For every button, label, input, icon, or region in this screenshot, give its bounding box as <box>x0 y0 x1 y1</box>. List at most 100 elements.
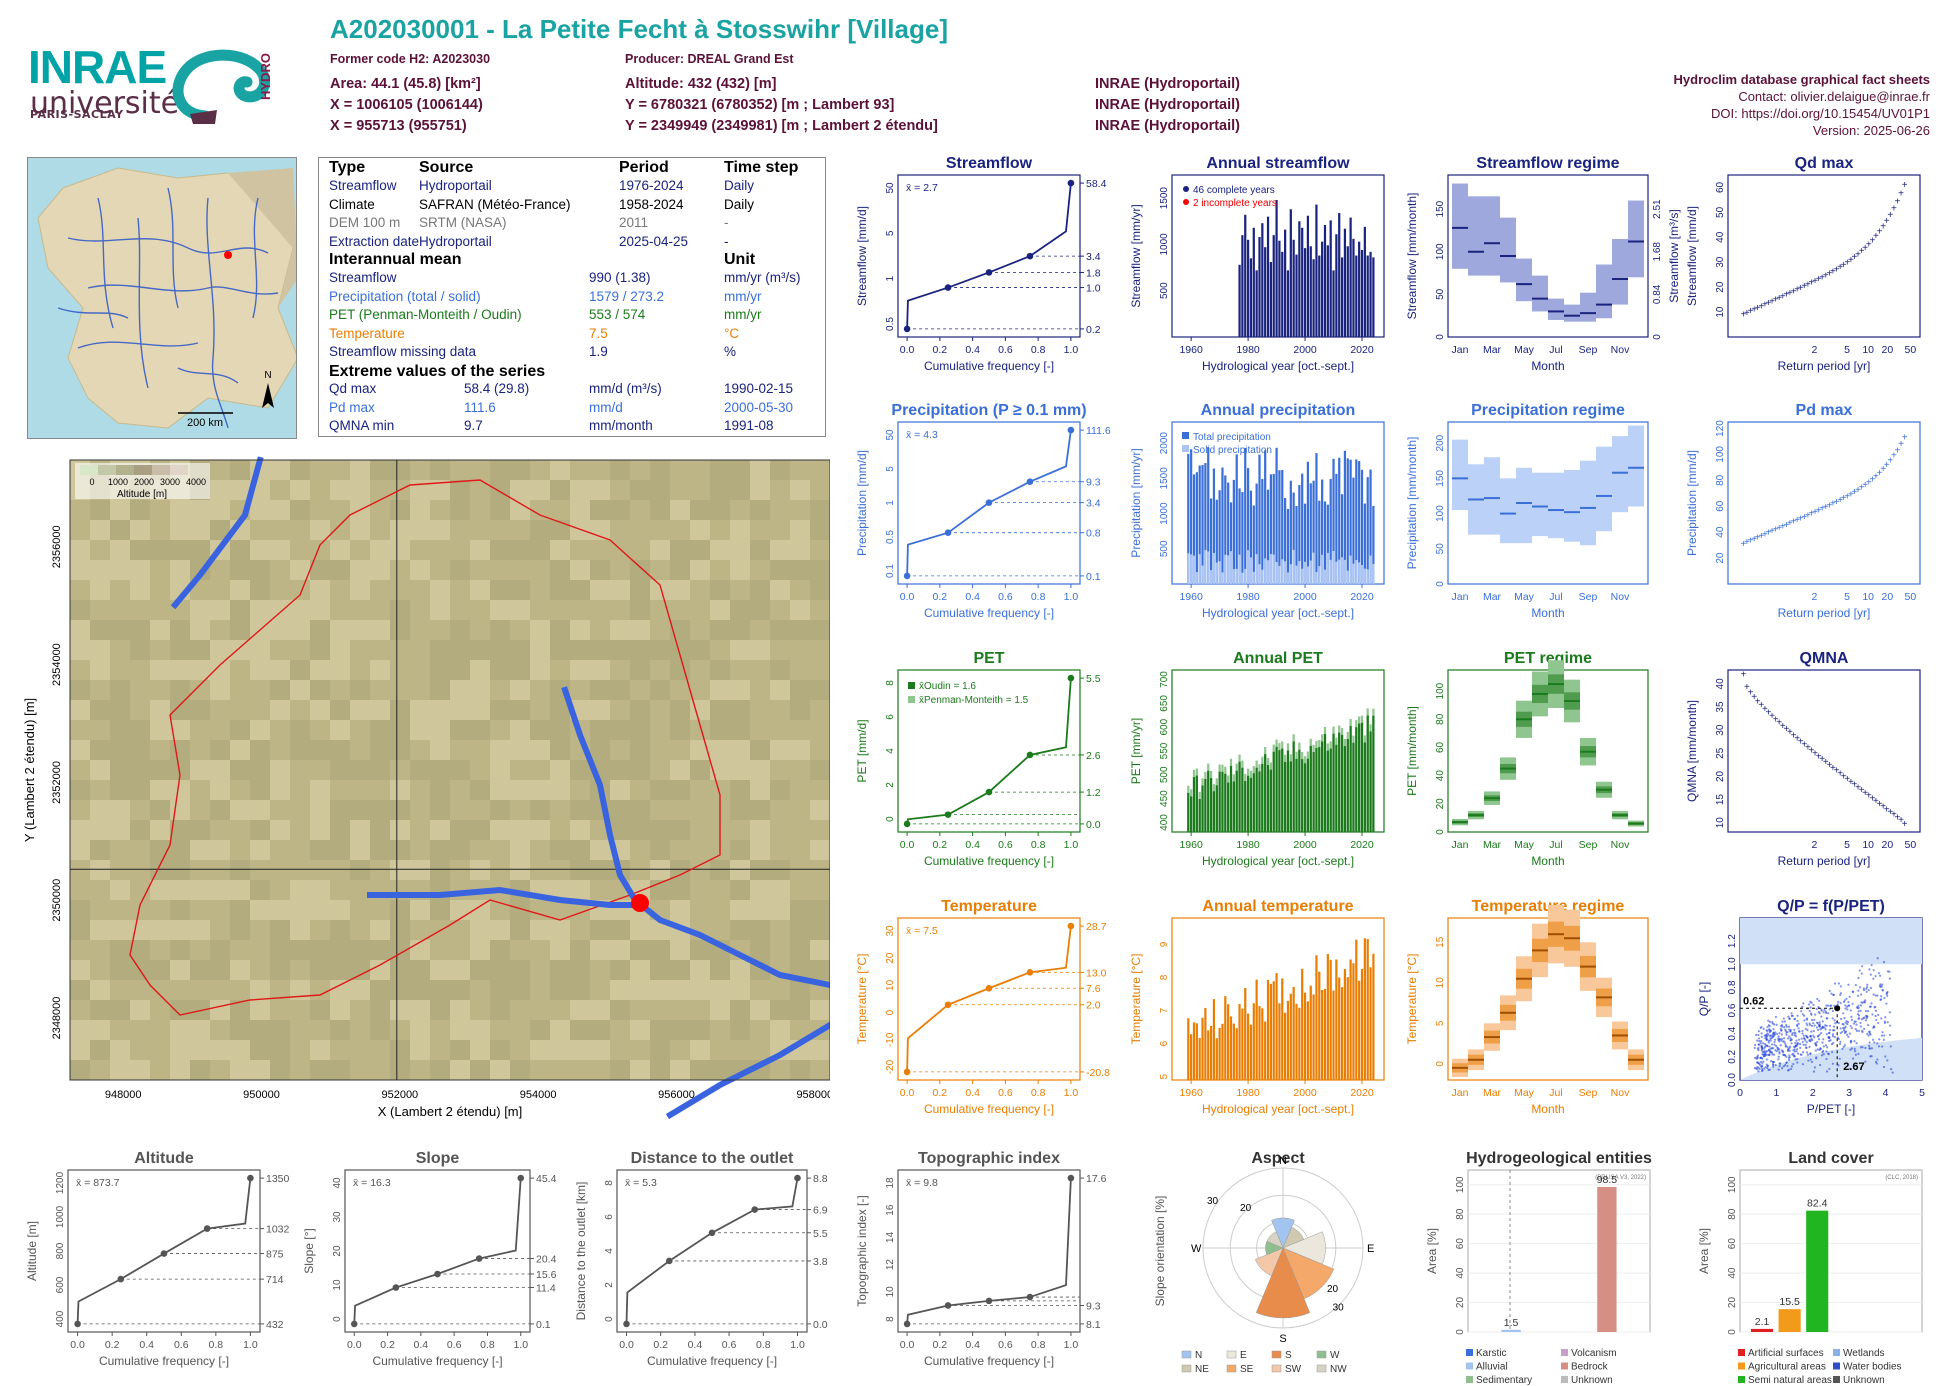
legend-text: 46 complete years <box>1193 185 1275 196</box>
scatter-point <box>1820 1009 1823 1012</box>
relief-tile <box>210 800 230 820</box>
scatter-point <box>1869 1055 1872 1058</box>
annual-bar <box>1369 731 1372 832</box>
chart-ylabel: Distance to the outlet [km] <box>574 1182 588 1321</box>
relief-tile <box>170 880 190 900</box>
chart-xlabel: Month <box>1531 1102 1564 1116</box>
x-tick-label: 0.8 <box>1031 591 1046 603</box>
relief-tile <box>310 500 330 520</box>
relief-tile <box>310 620 330 640</box>
relief-tile <box>270 900 290 920</box>
legend-text: x̄Oudin = 1.6 <box>919 681 976 692</box>
scatter-point: + <box>1740 670 1746 681</box>
regime-box <box>1580 460 1596 546</box>
scatter-point <box>1793 1045 1797 1049</box>
scatter-point <box>1822 1011 1825 1014</box>
y-tick-label: 20 <box>1727 1297 1738 1309</box>
chart-xlabel: Return period [yr] <box>1778 854 1871 868</box>
relief-tile <box>90 560 110 580</box>
scatter-point <box>1804 1034 1808 1037</box>
scatter-point <box>1837 1064 1840 1067</box>
x-tick-label: Sep <box>1579 839 1598 851</box>
relief-tile <box>270 580 290 600</box>
annual-bar <box>1286 270 1290 337</box>
relief-tile <box>130 920 150 940</box>
mean-label: Precipitation (total / solid) <box>329 288 481 304</box>
scatter-point <box>1837 1000 1840 1004</box>
annual-bar <box>1207 770 1210 832</box>
scatter-point <box>1889 1068 1893 1071</box>
y-tick-label: 100 <box>1435 243 1446 260</box>
annual-bar <box>1309 985 1312 1080</box>
annual-bar <box>1363 226 1366 337</box>
relief-tile <box>290 1000 310 1020</box>
mean-unit: mm/yr <box>724 288 762 304</box>
x-tick-label: 2000 <box>1293 1087 1317 1099</box>
relief-tile <box>230 840 250 860</box>
relief-tile <box>330 460 350 480</box>
relief-tile <box>230 960 250 980</box>
relief-tile <box>270 460 290 480</box>
info-table: Type Source Period Time step Streamflow Hydro… <box>318 157 826 437</box>
annual-bar <box>1221 1023 1224 1080</box>
relief-tile <box>190 640 210 660</box>
x-tick-label: Jan <box>1452 1087 1469 1099</box>
annual-bar-solid <box>1201 565 1204 584</box>
cdf-point <box>944 1302 952 1309</box>
relief-tile <box>130 640 150 660</box>
scatter-point <box>1794 1042 1797 1045</box>
annual-bar-solid <box>1264 558 1267 584</box>
scatter-point <box>1774 1015 1778 1019</box>
relief-tile <box>130 600 150 620</box>
relief-tile <box>70 920 90 940</box>
relief-tile <box>290 520 310 540</box>
annual-bar <box>1329 748 1332 832</box>
annual-bar <box>1358 723 1361 832</box>
relief-tile <box>310 600 330 620</box>
y-tick-label: 50 <box>1435 288 1446 300</box>
scatter-point <box>1769 1047 1772 1050</box>
scatter-point <box>1760 1056 1763 1060</box>
scatter-point <box>1880 1017 1883 1020</box>
annual-bar <box>1292 239 1295 337</box>
table-step-cell: Daily <box>724 196 755 212</box>
annual-bar <box>1272 751 1275 832</box>
annual-bar <box>1238 264 1241 337</box>
x-tick-label: 1.0 <box>1064 591 1079 603</box>
relief-tile <box>150 900 170 920</box>
chart-title: Slope <box>416 1150 460 1167</box>
chart-frame <box>1467 1169 1651 1333</box>
relief-tile <box>230 800 250 820</box>
annual-bar <box>1284 1012 1287 1080</box>
scatter-point <box>1857 1010 1860 1013</box>
relief-tile <box>270 500 290 520</box>
scatter-point <box>1790 1012 1793 1015</box>
annual-bar <box>1201 1017 1204 1080</box>
scatter-point <box>1809 1023 1812 1027</box>
relief-tile <box>250 820 270 840</box>
y-tick-label: 10 <box>1715 306 1726 318</box>
legend-text: Wetlands <box>1843 1348 1885 1359</box>
y-tick-label: 500 <box>1159 282 1170 299</box>
scatter-point <box>1757 1046 1760 1049</box>
relief-tile <box>150 520 170 540</box>
x-tick-label: 1960 <box>1179 1087 1203 1099</box>
relief-tile <box>270 860 290 880</box>
scatter-point <box>1856 1013 1859 1016</box>
x-tick-label: Mar <box>1483 839 1502 851</box>
x-tick-label: 0.0 <box>900 1339 915 1351</box>
relief-tile <box>90 880 110 900</box>
x-tick-label: 0.2 <box>933 839 948 851</box>
legend-swatch <box>1316 1350 1327 1359</box>
annual-bar <box>1315 747 1318 832</box>
relief-tile <box>90 920 110 940</box>
relief-tile <box>270 560 290 580</box>
y-tick-label: 40 <box>332 1177 343 1189</box>
chart-title: Precipitation regime <box>1471 402 1625 419</box>
coord-source-3: INRAE (Hydroportail) <box>1095 118 1240 134</box>
y-tick-label: 0 <box>1727 1329 1738 1335</box>
scatter-point <box>1857 1052 1860 1055</box>
annual-bar-solid <box>1227 555 1230 584</box>
scatter-point <box>1839 1017 1843 1021</box>
extreme-date: 1991-08 <box>724 418 774 433</box>
